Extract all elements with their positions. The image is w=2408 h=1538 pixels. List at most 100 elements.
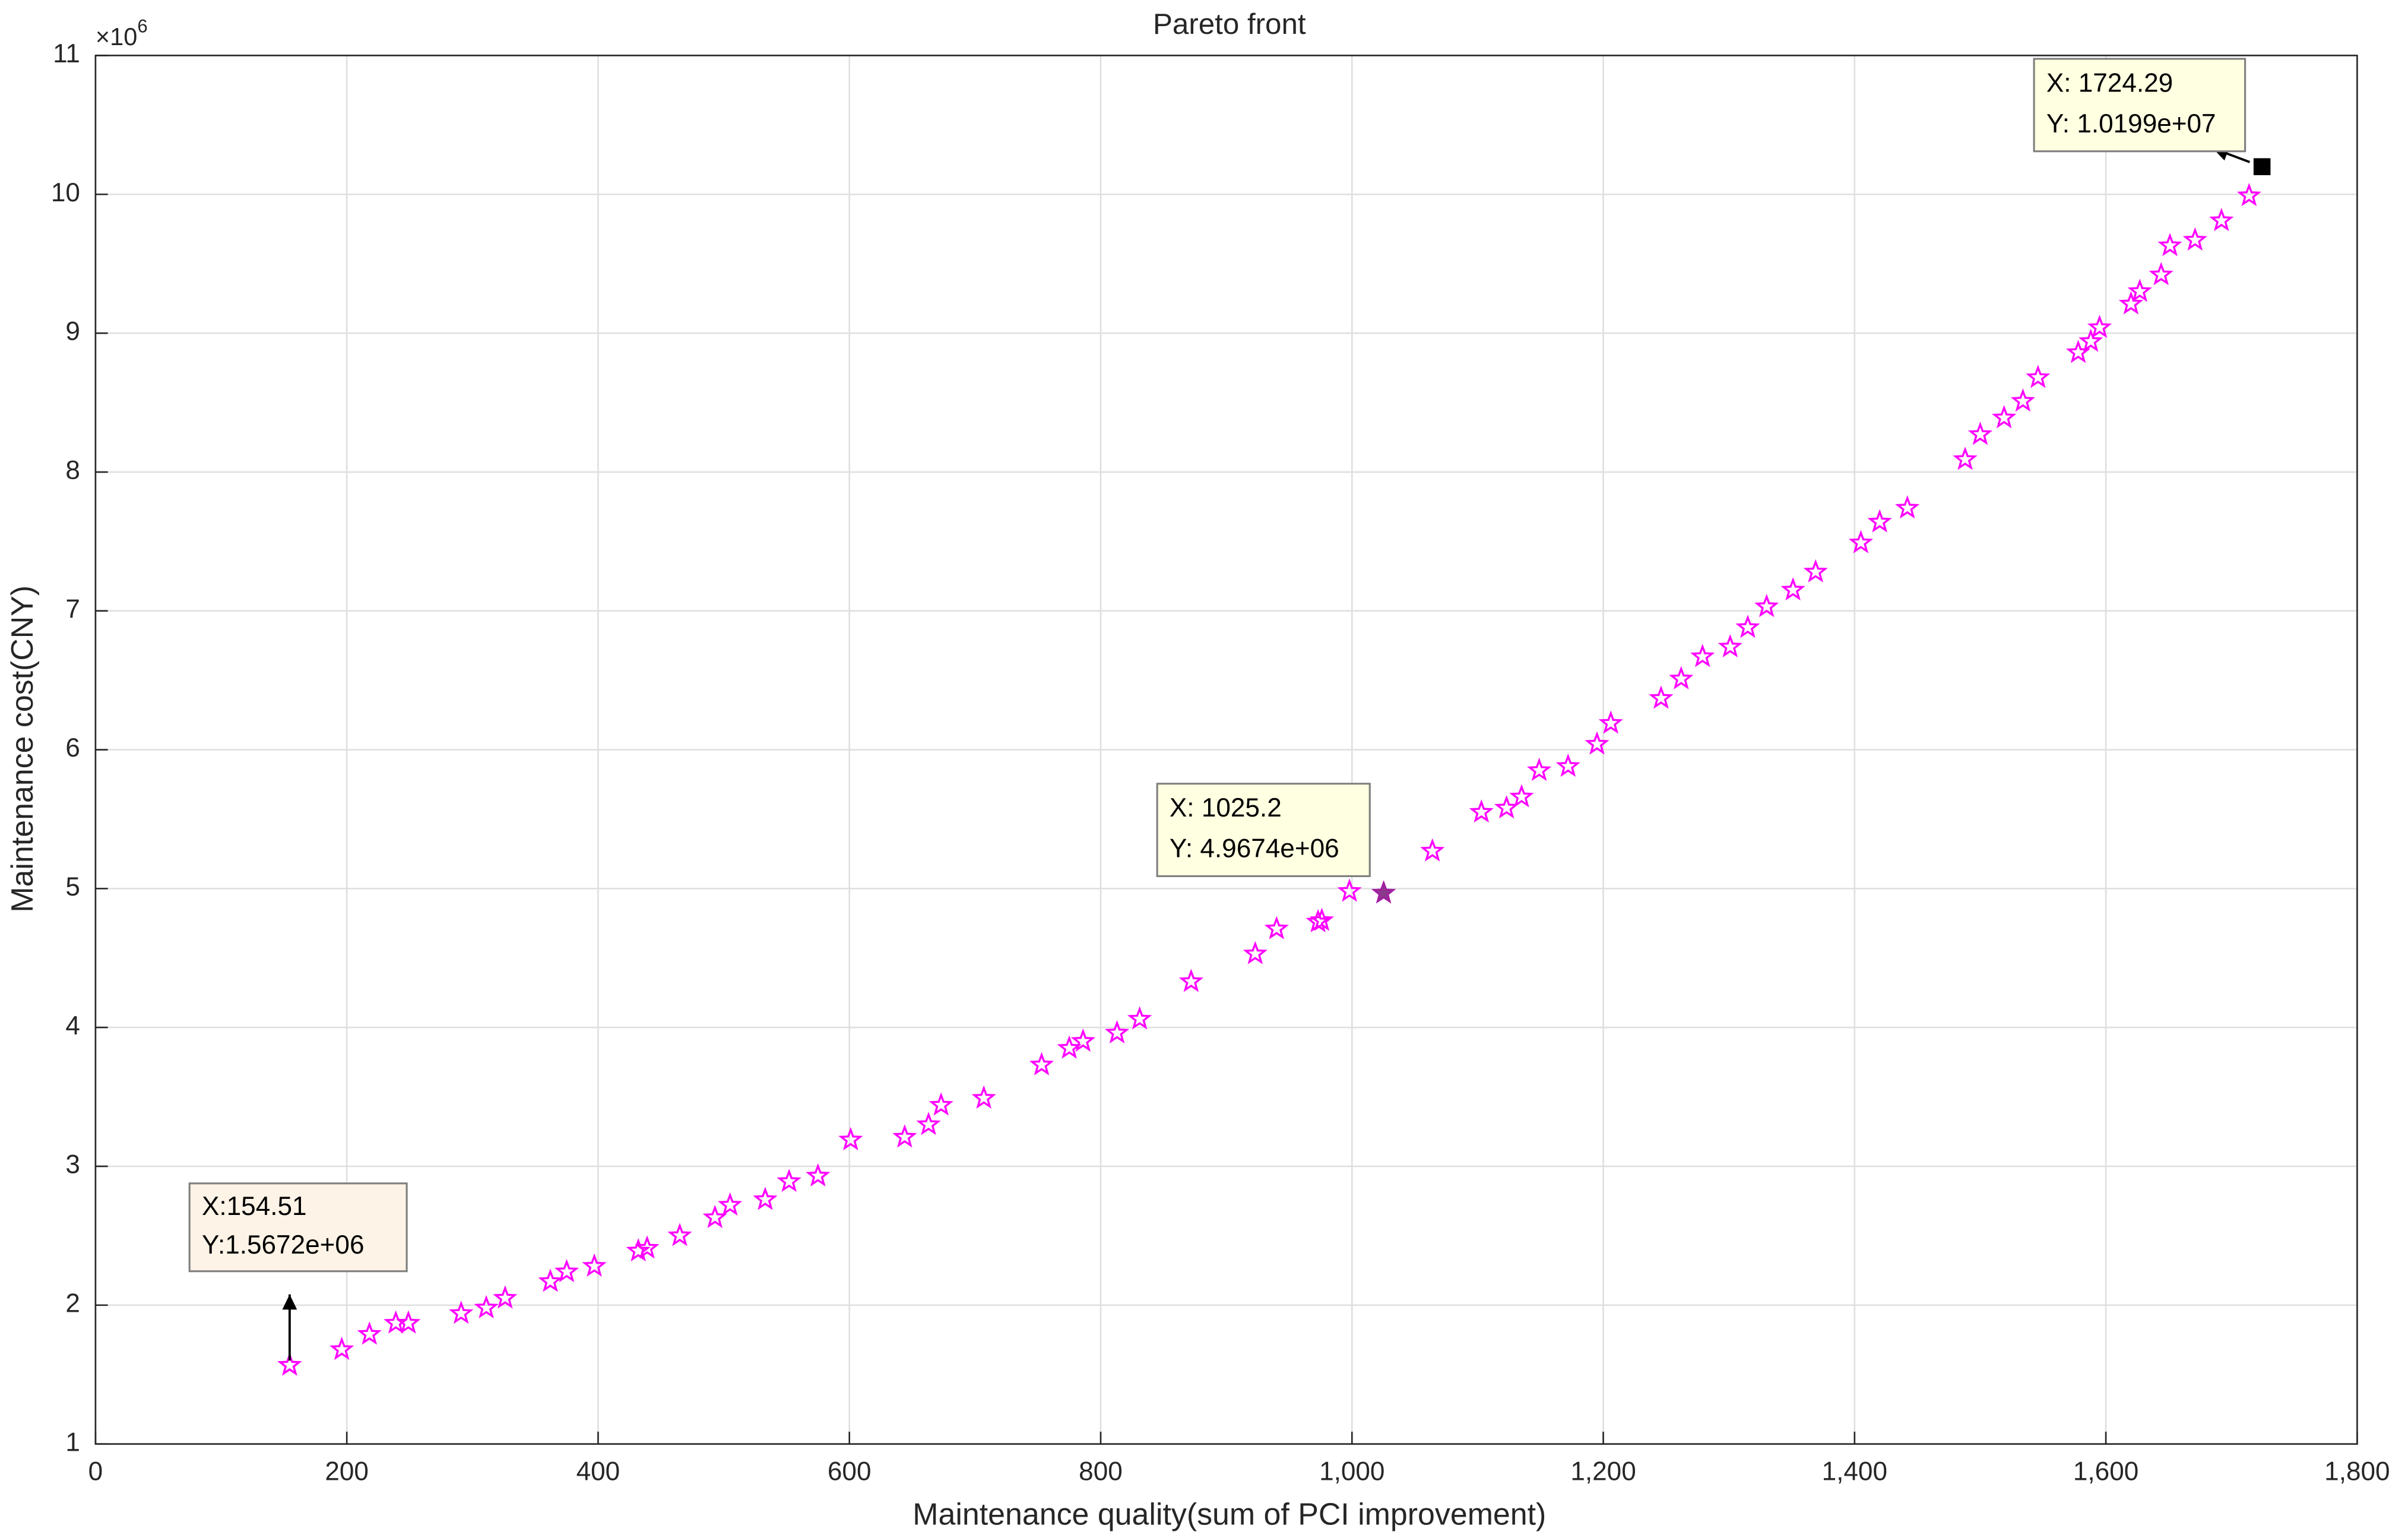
data-point: [1469, 799, 1494, 823]
data-point: [1070, 1028, 1095, 1052]
data-point: [554, 1259, 579, 1283]
data-point: [1953, 447, 1978, 470]
y-tick-label: 5: [65, 872, 80, 901]
y-tick-label: 2: [65, 1289, 80, 1318]
datatip-box: [2033, 58, 2247, 153]
data-point: [1178, 969, 1204, 992]
x-tick-label: 1,000: [1319, 1457, 1384, 1486]
data-point: [1735, 615, 1760, 638]
datatip-y: Y: 4.9674e+06: [1170, 834, 1339, 863]
data-point: [892, 1124, 917, 1148]
data-point: [626, 1238, 651, 1262]
y-multiplier-exponent: 6: [137, 16, 147, 37]
y-axis-label: Maintenance cost(CNY): [5, 586, 39, 913]
data-point: [396, 1310, 421, 1334]
data-point: [1585, 731, 1609, 755]
x-tick-label: 600: [828, 1457, 872, 1486]
x-tick-label: 1,800: [2324, 1457, 2390, 1486]
data-point: [1509, 784, 1534, 808]
data-point: [1337, 878, 1362, 902]
data-point: [1526, 757, 1552, 781]
datatip-marker: [1371, 880, 1396, 904]
datatip-x: X:154.51: [202, 1192, 307, 1221]
data-point: [2157, 233, 2182, 257]
data-point: [777, 1169, 801, 1192]
data-point: [1780, 577, 1805, 601]
data-point: [1895, 495, 1920, 519]
data-point: [1309, 907, 1335, 931]
data-point: [971, 1085, 996, 1109]
datatip-x: X: 1025.2: [1170, 793, 1282, 822]
datatip-marker: [277, 1352, 302, 1376]
datatip-marker: [2253, 158, 2271, 175]
data-point: [2236, 182, 2261, 207]
x-axis-label: Maintenance quality(sum of PCI improveme…: [912, 1496, 1546, 1531]
y-multiplier: ×106: [96, 16, 148, 50]
data-point: [753, 1186, 778, 1210]
x-tick-label: 1,600: [2073, 1457, 2138, 1486]
data-point: [1803, 559, 1828, 583]
data-point: [1264, 916, 1289, 939]
data-point: [838, 1126, 863, 1151]
data-point: [2209, 207, 2234, 232]
chart-title: Pareto front: [1153, 8, 1306, 40]
y-tick-label: 8: [65, 456, 80, 485]
x-tick-label: 1,200: [1570, 1457, 1636, 1486]
data-point: [916, 1112, 941, 1135]
x-tick-label: 400: [576, 1457, 620, 1486]
data-point: [2087, 315, 2112, 338]
data-point: [1669, 666, 1694, 689]
datatip-arrowhead: [282, 1294, 297, 1310]
data-point: [635, 1235, 660, 1259]
data-point: [2010, 388, 2036, 412]
data-point: [582, 1253, 607, 1277]
data-point: [2079, 328, 2103, 352]
data-point: [2127, 279, 2152, 302]
y-tick-label: 7: [65, 594, 80, 624]
data-point: [667, 1223, 692, 1246]
data-point: [1057, 1035, 1082, 1059]
data-point: [1690, 644, 1715, 667]
datatip: X: 1025.2 Y: 4.9674e+06: [1156, 783, 1396, 904]
datatip: X:154.51 Y:1.5672e+06: [188, 1182, 408, 1376]
data-point: [1867, 509, 1892, 533]
data-point: [2182, 227, 2207, 251]
data-point: [1555, 753, 1580, 777]
datatip-box: [188, 1182, 408, 1273]
y-tick-label: 6: [65, 733, 80, 762]
data-point: [1127, 1006, 1152, 1030]
data-point: [2026, 365, 2051, 388]
y-tick-label: 4: [65, 1011, 80, 1040]
x-tick-label: 0: [88, 1457, 103, 1486]
data-point: [1848, 530, 1874, 553]
data-point: [474, 1295, 499, 1319]
data-point: [1649, 685, 1674, 709]
data-point: [1494, 795, 1519, 819]
datatip-y: Y:1.5672e+06: [202, 1230, 365, 1259]
data-point: [1420, 838, 1445, 862]
x-tick-label: 1,400: [1822, 1457, 1887, 1486]
data-point: [1718, 634, 1742, 658]
data-point: [1243, 941, 1268, 964]
data-point: [493, 1285, 518, 1309]
data-point: [357, 1321, 382, 1345]
datatip: X: 1724.29 Y: 1.0199e+07: [2033, 58, 2271, 175]
datatip-box: [1156, 783, 1371, 878]
data-point: [329, 1337, 354, 1360]
y-tick-label: 1: [65, 1428, 80, 1457]
x-tick-label: 800: [1079, 1457, 1123, 1486]
x-tick-label: 200: [325, 1457, 369, 1486]
data-point: [806, 1163, 831, 1186]
data-point: [2118, 291, 2144, 315]
y-tick-label: 11: [53, 39, 80, 68]
data-point: [718, 1192, 743, 1216]
datatip-y: Y: 1.0199e+07: [2046, 109, 2216, 138]
y-multiplier-base: ×10: [96, 23, 137, 50]
data-point: [2149, 262, 2173, 286]
y-tick-label: 9: [65, 317, 80, 346]
data-point: [1992, 405, 2017, 429]
data-point: [1104, 1020, 1130, 1044]
